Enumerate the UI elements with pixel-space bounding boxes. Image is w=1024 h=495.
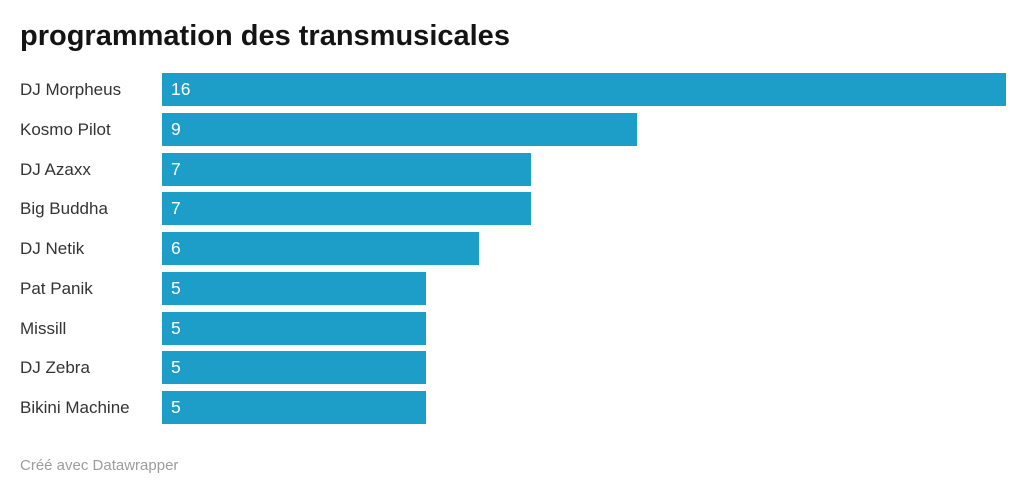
- category-label: DJ Netik: [20, 239, 85, 258]
- category-label: Kosmo Pilot: [20, 119, 111, 139]
- category-label: DJ Zebra: [20, 358, 90, 378]
- value-label: 5: [171, 357, 181, 378]
- bar[interactable]: 5: [162, 271, 426, 305]
- bar-row: Big Buddha 7: [0, 192, 1024, 232]
- bar-row: DJ Zebra 5: [0, 351, 1024, 391]
- value-label: 16: [171, 79, 191, 99]
- bar[interactable]: 7: [162, 152, 532, 186]
- value-label: 7: [171, 198, 181, 219]
- datawrapper-attribution: Créé avec Datawrapper: [20, 457, 179, 474]
- category-label: Big Buddha: [20, 199, 108, 219]
- bar-row: DJ Azaxx 7: [0, 152, 1024, 193]
- bar[interactable]: 6: [162, 232, 479, 265]
- category-label: Missill: [20, 318, 67, 338]
- bar[interactable]: 5: [162, 311, 426, 345]
- value-label: 7: [171, 158, 181, 179]
- category-label: DJ Azaxx: [20, 159, 91, 179]
- bar[interactable]: 5: [162, 391, 426, 424]
- bar-row: DJ Netik 6: [0, 232, 1024, 272]
- bar-chart-rows: DJ Morpheus 16 Kosmo Pilot 9 DJ Azaxx 7 Big Bu…: [0, 73, 1024, 431]
- value-label: 5: [171, 397, 181, 417]
- bar[interactable]: 16: [162, 73, 1006, 106]
- category-label: DJ Morpheus: [20, 80, 122, 99]
- bar-row: DJ Morpheus 16: [0, 73, 1024, 113]
- bar-row: Missill 5: [0, 311, 1024, 352]
- bar[interactable]: 5: [162, 351, 426, 385]
- value-label: 5: [171, 317, 181, 338]
- category-label: Bikini Machine: [20, 398, 130, 417]
- category-label: Pat Panik: [20, 278, 93, 298]
- bar-row: Kosmo Pilot 9: [0, 112, 1024, 153]
- bar-row: Bikini Machine 5: [0, 391, 1024, 431]
- value-label: 6: [171, 238, 181, 258]
- bar[interactable]: 9: [162, 112, 637, 146]
- value-label: 9: [171, 118, 181, 139]
- chart-title: programmation des transmusicales: [20, 20, 510, 52]
- bar[interactable]: 7: [162, 192, 532, 226]
- value-label: 5: [171, 277, 181, 298]
- bar-row: Pat Panik 5: [0, 271, 1024, 312]
